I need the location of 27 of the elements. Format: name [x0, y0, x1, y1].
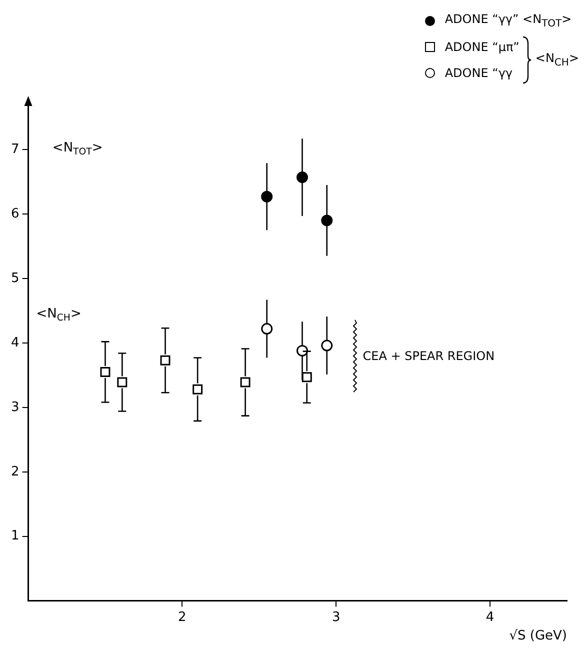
point: [321, 340, 333, 352]
y-tick-label: 7: [10, 142, 20, 157]
x-tick-label: 3: [332, 610, 340, 625]
x-tick-label: 2: [178, 610, 186, 625]
y-tick-label: 2: [10, 464, 20, 480]
point: [240, 377, 250, 388]
legend-label: ADONE “μπ”: [444, 40, 520, 54]
x-tick-label: 4: [486, 610, 494, 625]
y-tick-label: 6: [10, 206, 20, 222]
legend-title: <N$_{CH}$>: [535, 51, 579, 69]
point: [296, 172, 308, 184]
y-tick-label: 5: [10, 270, 20, 286]
point: [321, 214, 333, 226]
point: [302, 372, 312, 382]
y-tick-label: 4: [10, 335, 20, 350]
x-axis-title: √S (GeV): [509, 628, 567, 644]
y-tick-label: 1: [10, 528, 20, 544]
annotation: CEA + SPEAR REGION: [362, 349, 495, 364]
point: [100, 366, 110, 377]
point: [160, 355, 170, 366]
point: [117, 377, 128, 388]
legend-label: ADONE “γγ” <N$_{TOT}$>: [444, 12, 572, 30]
point: [261, 323, 273, 335]
legend-label: ADONE “γγ: [444, 66, 513, 80]
point: [192, 384, 203, 394]
y-tick-label: 3: [10, 400, 20, 415]
point: [261, 190, 273, 202]
